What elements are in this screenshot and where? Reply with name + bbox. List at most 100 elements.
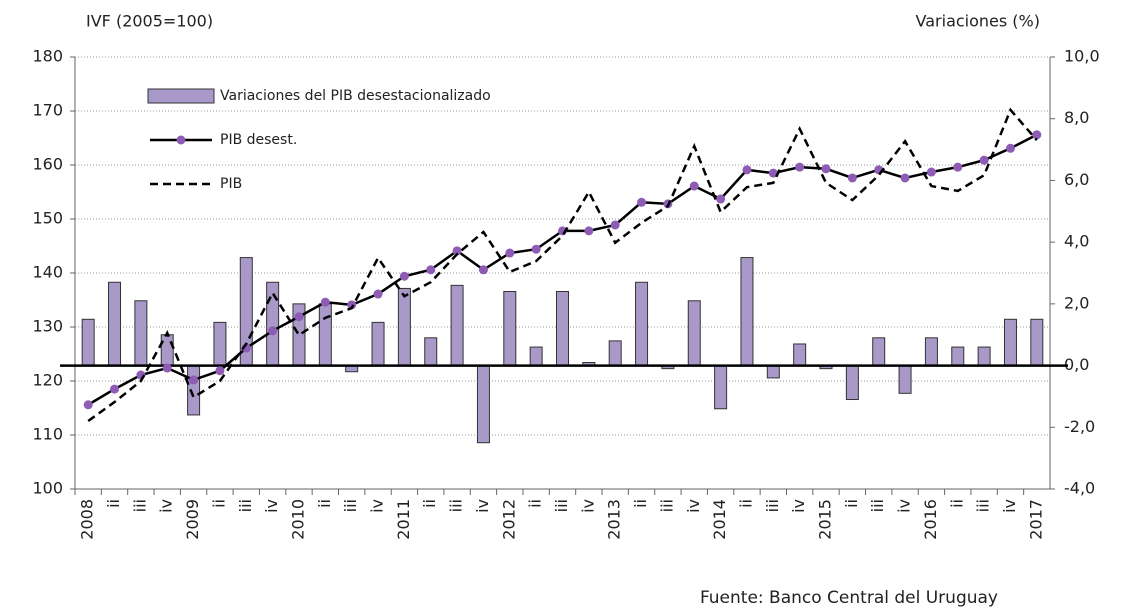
y-tick-label: 180 [32, 47, 63, 66]
marker [900, 173, 910, 183]
y-tick-label: 170 [32, 101, 63, 120]
bar [187, 365, 201, 416]
x-tick-label: ii [209, 499, 228, 508]
marker [795, 162, 805, 172]
bar [134, 300, 148, 367]
x-tick-label: iv [157, 499, 176, 513]
x-tick-label: iv [473, 499, 492, 513]
x-tick-label: iii [868, 499, 887, 512]
x-tick-label: iv [789, 499, 808, 513]
x-tick-label: ii [315, 499, 334, 508]
marker [162, 363, 172, 373]
y2-tick-label: 2,0 [1064, 293, 1089, 312]
x-tick-label: ii [631, 499, 650, 508]
marker [83, 400, 93, 410]
marker [110, 384, 120, 394]
y-tick-label: 130 [32, 317, 63, 336]
marker [505, 248, 515, 258]
y2-tick-label: 8,0 [1064, 108, 1089, 127]
y2-tick-label: -4,0 [1064, 479, 1095, 498]
marker [452, 246, 462, 256]
marker [637, 197, 647, 207]
marker [821, 164, 831, 174]
x-tick-label: 2014 [710, 499, 729, 540]
x-tick-label: ii [947, 499, 966, 508]
bar [213, 321, 227, 367]
marker [1032, 130, 1042, 140]
marker [979, 155, 989, 165]
x-tick-label: iv [578, 499, 597, 513]
y-tick-label: 160 [32, 155, 63, 174]
marker [373, 289, 383, 299]
x-tick-label: iv [1000, 499, 1019, 513]
marker [215, 366, 225, 376]
x-tick-label: 2011 [394, 499, 413, 540]
bar [608, 340, 622, 367]
bar [424, 337, 438, 367]
bar [450, 284, 464, 367]
bar [318, 303, 332, 367]
marker [294, 312, 304, 322]
x-tick-label: 2013 [605, 499, 624, 540]
bar [1030, 318, 1044, 367]
legend-label: PIB [220, 176, 242, 192]
x-tick-label: iii [763, 499, 782, 512]
bar [476, 365, 490, 444]
x-tick-label: iv [684, 499, 703, 513]
legend-swatch [147, 88, 215, 104]
marker [399, 271, 409, 281]
bar [529, 346, 543, 367]
x-tick-label: 2017 [1026, 499, 1045, 540]
bar [635, 281, 649, 367]
x-tick-label: iii [447, 499, 466, 512]
bar [556, 291, 569, 367]
x-tick-label: ii [104, 499, 123, 508]
marker [847, 173, 857, 183]
x-tick-label: iv [368, 499, 387, 513]
y-tick-label: 100 [32, 479, 63, 498]
x-tick-label: ii [736, 499, 755, 508]
y2-tick-label: 6,0 [1064, 170, 1089, 189]
x-tick-label: 2016 [921, 499, 940, 540]
x-tick-label: iv [895, 499, 914, 513]
y2-tick-label: 10,0 [1064, 47, 1100, 66]
marker [610, 220, 620, 230]
bar [977, 346, 991, 367]
x-tick-label: iii [552, 499, 571, 512]
x-tick-label: ii [420, 499, 439, 508]
bar [740, 257, 754, 367]
marker [742, 165, 752, 175]
marker [1005, 143, 1015, 153]
marker [531, 244, 541, 254]
x-tick-label: iii [341, 499, 360, 512]
marker [953, 162, 963, 172]
bar [160, 334, 174, 367]
marker [926, 167, 936, 177]
bar [898, 365, 912, 394]
x-tick-label: iii [974, 499, 993, 512]
bar [714, 365, 728, 410]
marker [716, 194, 726, 204]
x-tick-label: ii [842, 499, 861, 508]
x-tick-label: 2009 [183, 499, 202, 540]
bar [793, 343, 807, 367]
marker [189, 375, 199, 385]
legend-label: Variaciones del PIB desestacionalizado [220, 88, 491, 104]
x-tick-label: 2012 [499, 499, 518, 540]
y-axis-title: IVF (2005=100) [86, 12, 213, 31]
y2-tick-label: 0,0 [1064, 355, 1089, 374]
bar [81, 318, 95, 367]
y2-tick-label: -2,0 [1064, 417, 1095, 436]
bar [108, 281, 122, 367]
bar [397, 287, 411, 367]
legend-marker [176, 135, 186, 145]
x-tick-label: 2010 [288, 499, 307, 540]
x-tick-label: iv [262, 499, 281, 513]
x-tick-label: 2008 [78, 499, 97, 540]
marker [268, 326, 278, 336]
marker [426, 265, 436, 275]
bar [872, 337, 886, 367]
marker [768, 168, 778, 178]
marker [584, 226, 594, 236]
